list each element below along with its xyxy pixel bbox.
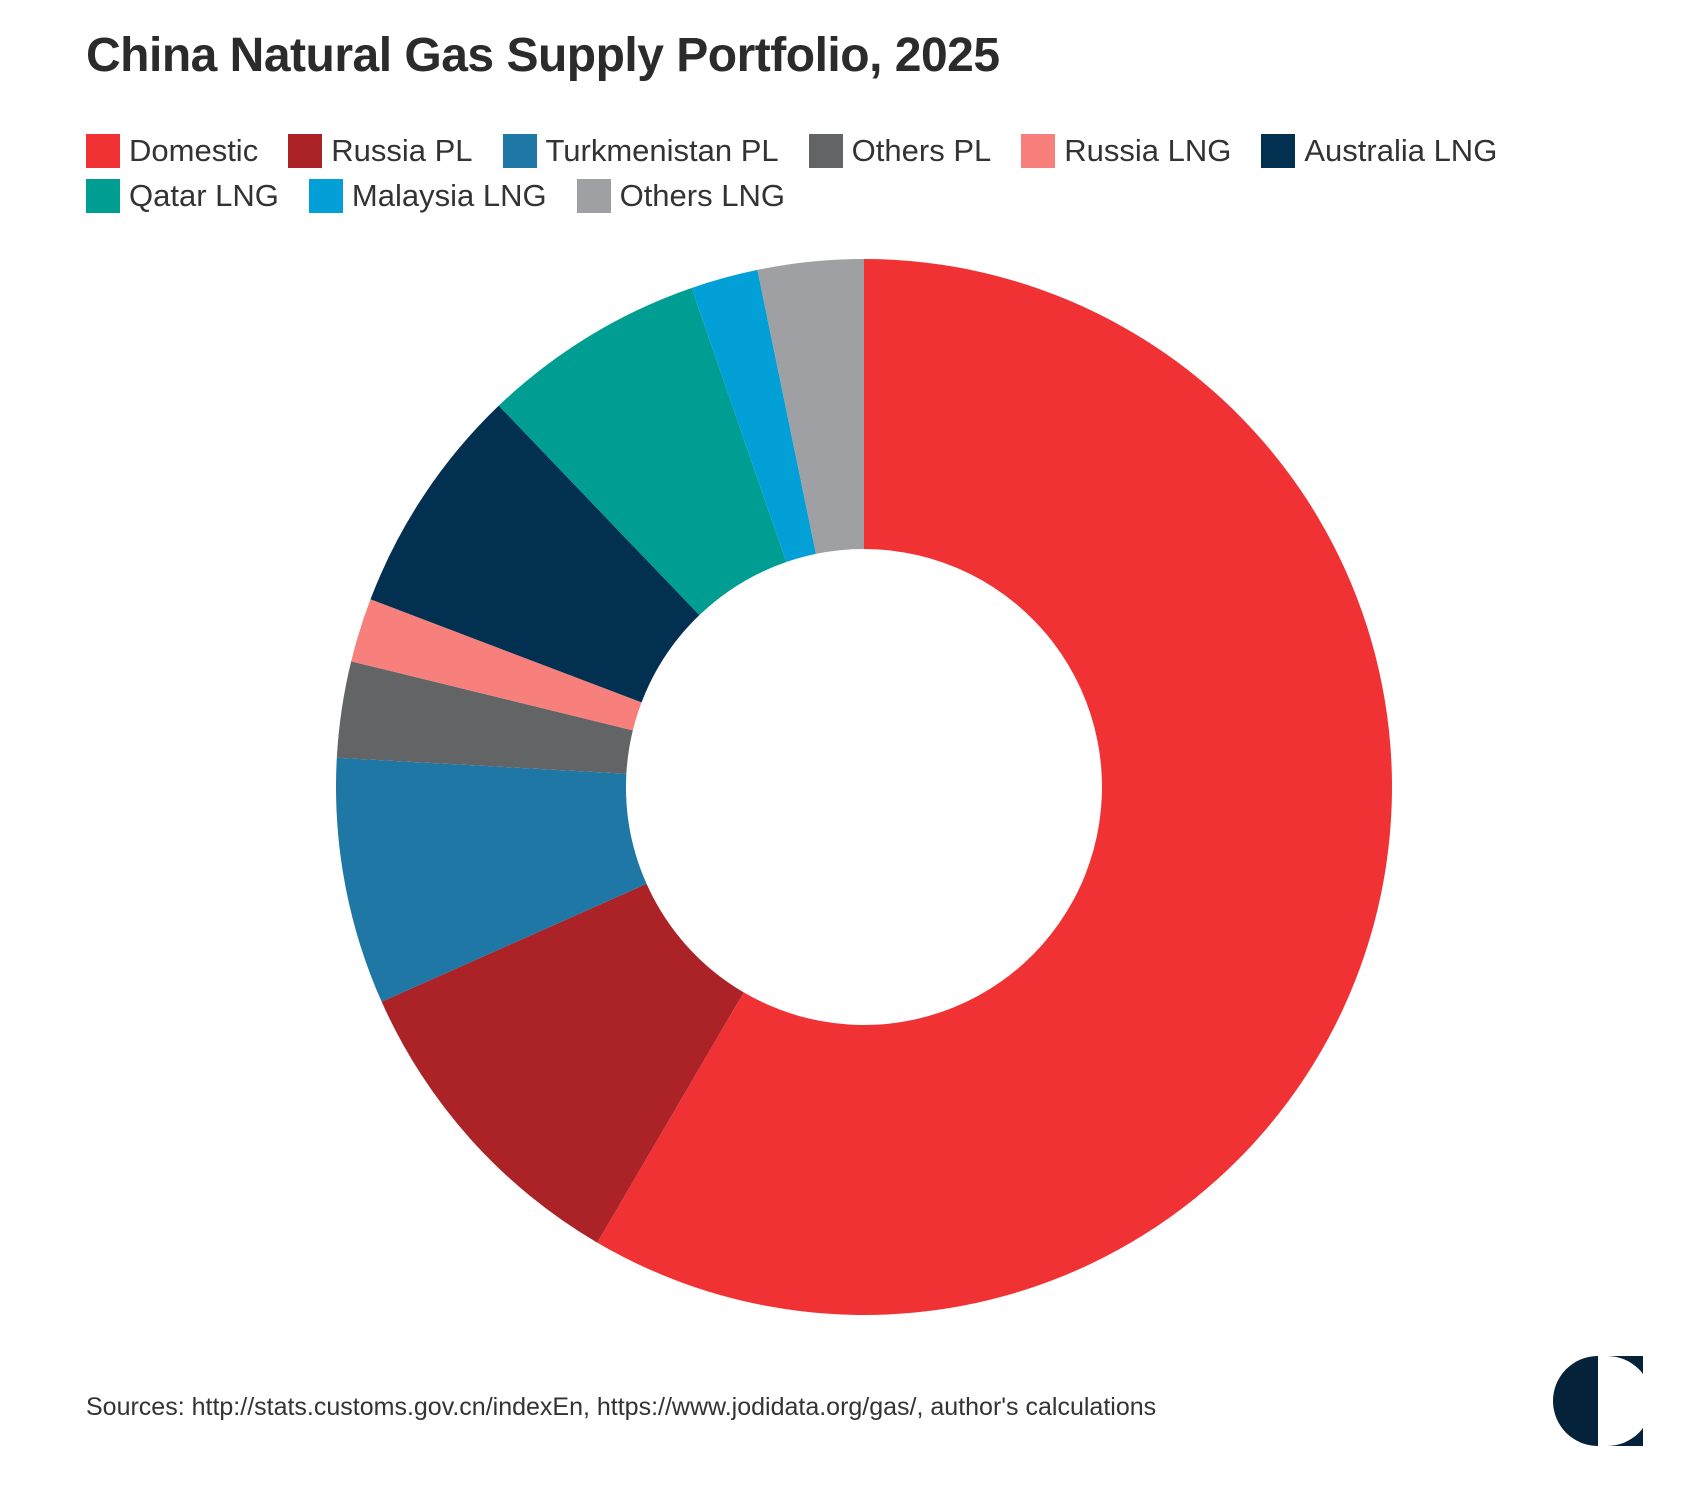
legend-label: Domestic	[129, 132, 259, 168]
logo-left-half	[1553, 1356, 1598, 1446]
legend-swatch	[576, 178, 611, 213]
legend-swatch	[288, 133, 323, 168]
legend-item: Malaysia LNG	[308, 177, 547, 214]
legend-label: Russia LNG	[1064, 132, 1232, 168]
donut-slice-turkmenistan-pl	[336, 757, 647, 1002]
legend-row: Qatar LNG Malaysia LNG Others LNG	[86, 173, 1646, 218]
donut-slice-qatar-lng	[498, 287, 787, 616]
legend-item: Australia LNG	[1261, 133, 1497, 169]
legend-swatch	[86, 178, 120, 213]
legend-swatch	[1261, 133, 1296, 168]
legend-label: Qatar LNG	[129, 177, 279, 213]
chart-legend: Domestic Russia PL Turkmenistan PL Others P…	[86, 128, 1646, 218]
legend-row: Domestic Russia PL Turkmenistan PL Others P…	[86, 128, 1646, 173]
donut-slice-domestic	[597, 259, 1392, 1315]
donut-slice-australia-lng	[370, 405, 700, 703]
legend-label: Malaysia LNG	[351, 177, 547, 213]
legend-item: Domestic	[86, 133, 258, 169]
legend-item: Russia PL	[288, 132, 473, 169]
legend-item: Others PL	[808, 132, 992, 169]
donut-slice-russia-lng	[351, 599, 642, 731]
legend-item: Turkmenistan PL	[502, 132, 779, 169]
legend-swatch	[86, 133, 120, 168]
legend-swatch	[308, 178, 343, 213]
logo-right-frame	[1607, 1356, 1643, 1446]
donut-chart	[336, 259, 1392, 1315]
publisher-logo-icon	[1553, 1356, 1643, 1446]
donut-slice-russia-pl	[381, 883, 744, 1243]
legend-label: Others LNG	[619, 177, 785, 213]
donut-slice-malaysia-lng	[691, 269, 816, 563]
legend-swatch	[502, 133, 537, 168]
source-note: Sources: http://stats.customs.gov.cn/ind…	[86, 1393, 1157, 1421]
legend-label: Russia PL	[331, 132, 473, 168]
legend-item: Russia LNG	[1021, 133, 1231, 169]
legend-label: Turkmenistan PL	[545, 132, 779, 168]
legend-swatch	[808, 133, 843, 168]
legend-label: Australia LNG	[1304, 132, 1498, 168]
donut-slice-others-pl	[336, 661, 633, 774]
legend-label: Others PL	[851, 132, 992, 168]
legend-item: Qatar LNG	[86, 178, 279, 214]
legend-item: Others LNG	[576, 177, 785, 214]
legend-swatch	[1021, 133, 1056, 168]
chart-title: China Natural Gas Supply Portfolio, 2025	[86, 29, 1000, 82]
donut-slice-others-lng	[757, 259, 864, 554]
